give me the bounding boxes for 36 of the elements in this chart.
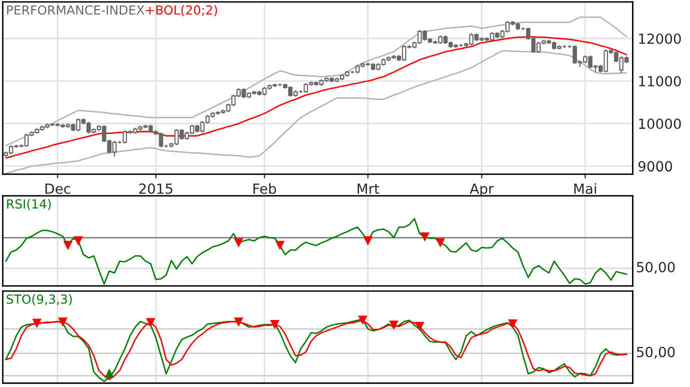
point <box>234 317 244 327</box>
point <box>363 236 373 246</box>
x-tick-label: Mai <box>574 183 596 194</box>
point <box>270 320 280 330</box>
line-series <box>5 36 628 159</box>
series-label: STO(9,3,3) <box>6 294 72 306</box>
text: 50,00 <box>636 262 675 274</box>
point <box>146 318 156 328</box>
text: +BOL(20;2) <box>146 5 218 16</box>
text: PERFORMANCE-INDEX <box>7 5 144 15</box>
x-tick-label: Feb <box>254 183 276 194</box>
line-series <box>5 50 628 174</box>
x-tick-label: Dec <box>46 184 70 194</box>
point <box>74 236 83 246</box>
x-tick-label: 2015 <box>139 183 172 194</box>
point <box>63 240 73 250</box>
x-tick-label: Apr <box>470 184 494 197</box>
point <box>436 238 445 248</box>
series-label: RSI(14) <box>7 198 51 210</box>
x-tick-label: Mrt <box>358 184 380 194</box>
y-tick-label: 11000 <box>639 76 681 86</box>
y-tick-label: 9000 <box>638 161 672 172</box>
point <box>508 319 518 329</box>
point <box>104 368 114 378</box>
line-series <box>5 16 628 146</box>
point <box>275 240 285 250</box>
text: 50,00 <box>636 346 675 359</box>
point <box>420 232 430 242</box>
point <box>414 322 424 332</box>
point <box>389 320 398 330</box>
point <box>32 318 42 328</box>
point <box>358 316 368 325</box>
point <box>58 317 68 327</box>
point <box>234 238 244 248</box>
y-tick-label: 12000 <box>639 33 681 44</box>
y-tick-label: 10000 <box>639 118 681 130</box>
